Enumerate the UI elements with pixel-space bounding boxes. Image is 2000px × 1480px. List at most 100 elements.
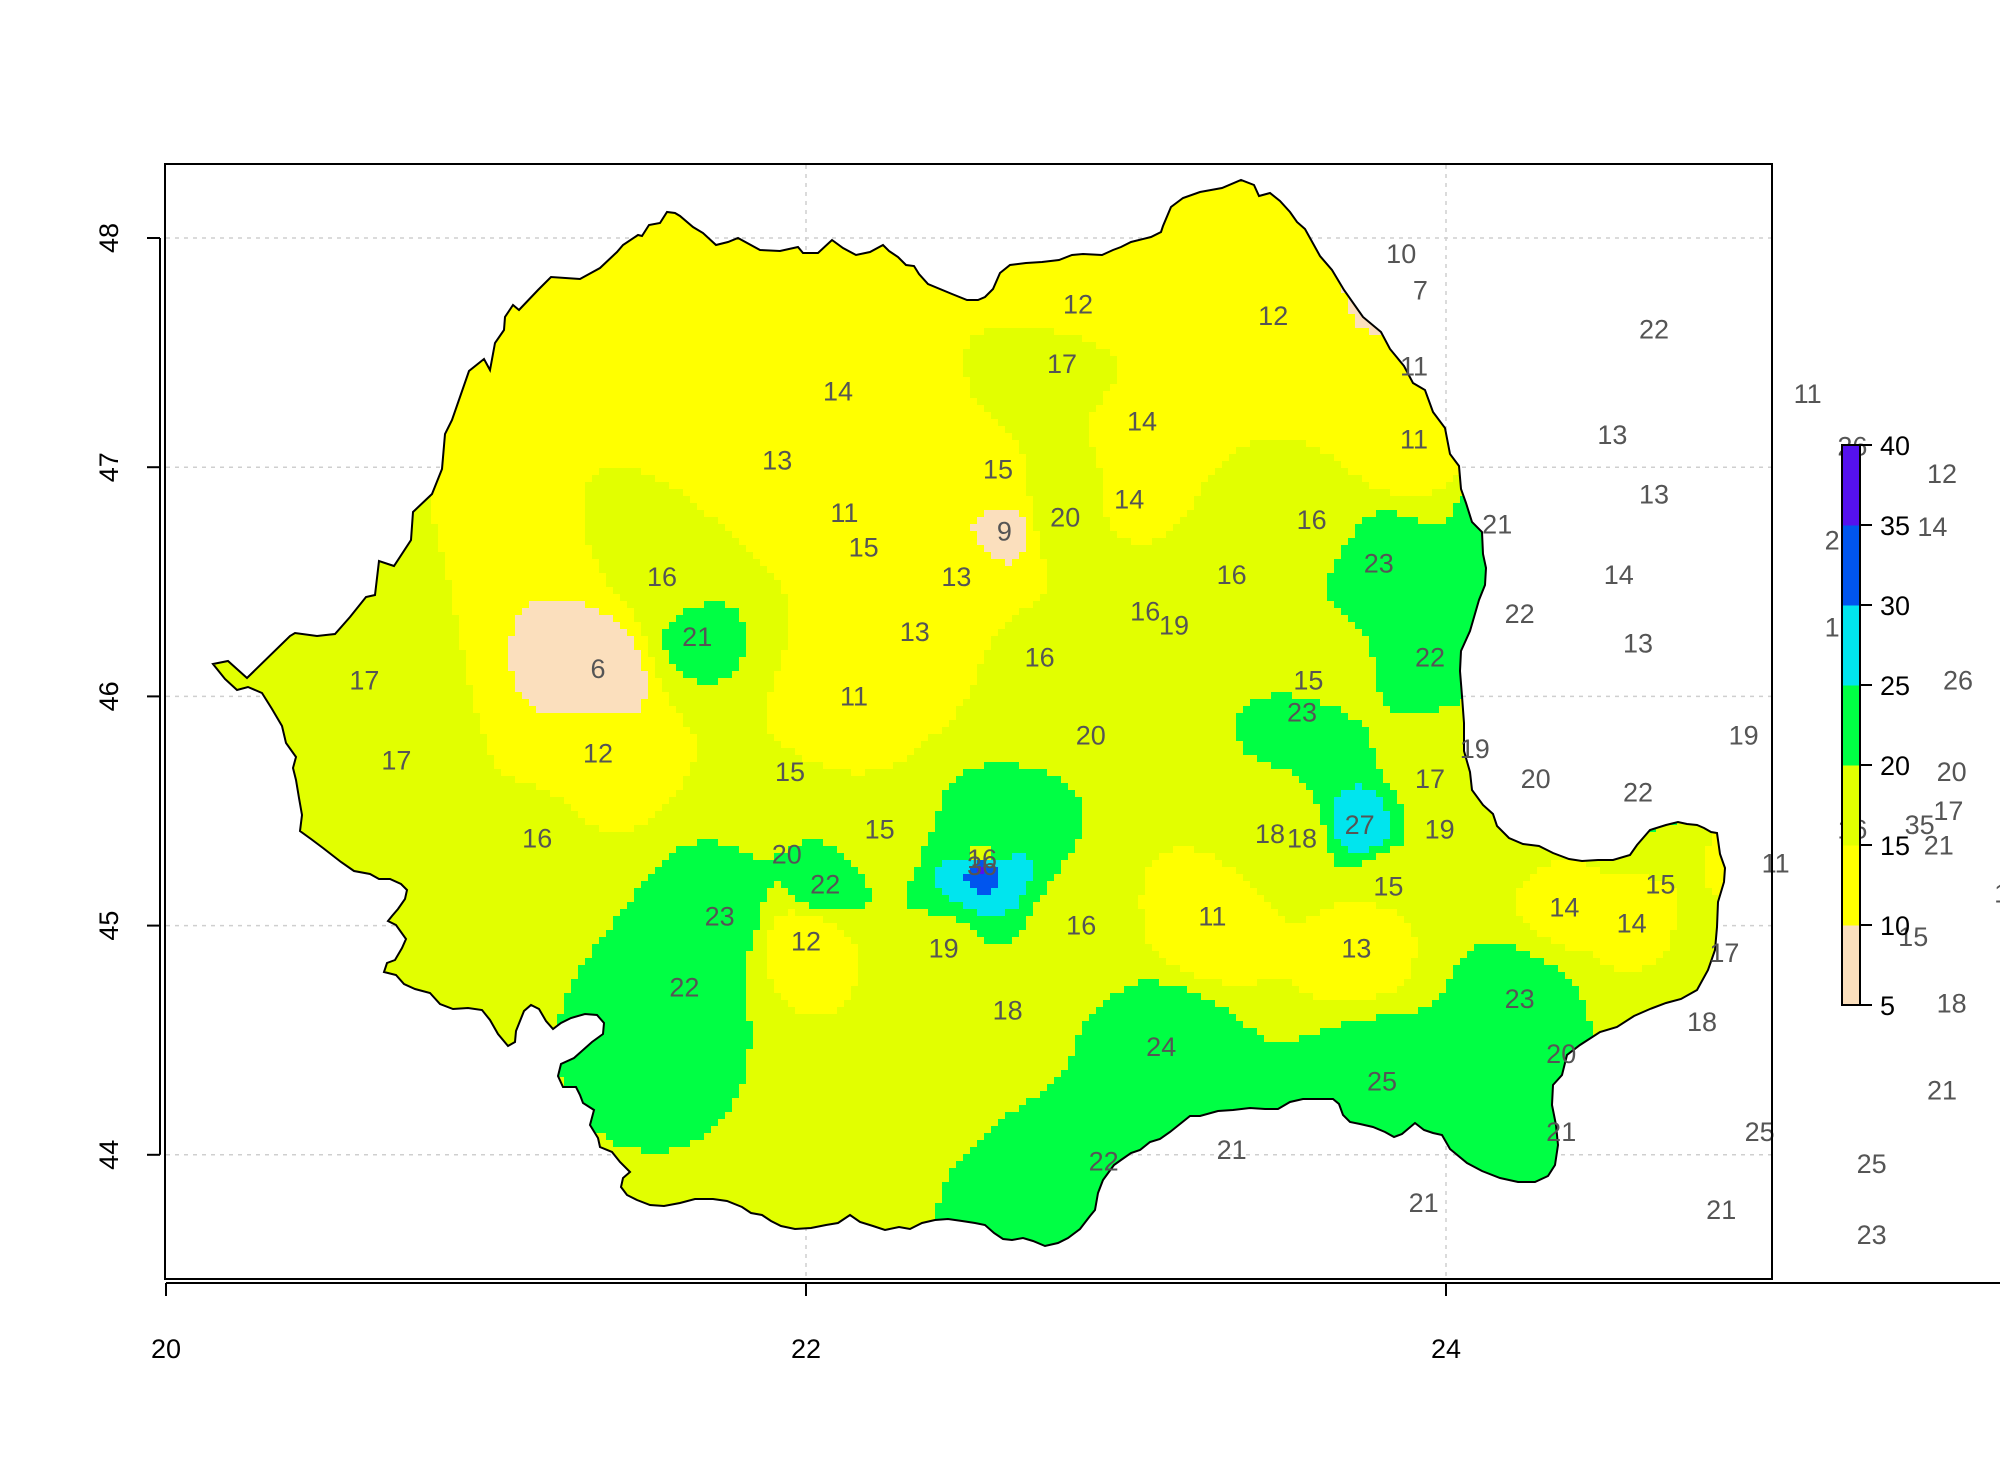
contour-cell (585, 272, 593, 280)
contour-cell (676, 223, 684, 231)
contour-cell (1222, 251, 1230, 259)
contour-cell (879, 286, 887, 294)
contour-cell (1110, 265, 1118, 273)
contour-cell (851, 279, 859, 287)
contour-cell (1012, 314, 1020, 322)
contour-cell (1306, 286, 1314, 294)
contour-cell (788, 279, 796, 287)
contour-cell (1159, 279, 1167, 287)
contour-cell (1236, 265, 1244, 273)
contour-cell (1222, 188, 1230, 196)
contour-cell (781, 293, 789, 301)
contour-cell (837, 307, 845, 315)
contour-cell (669, 216, 677, 224)
contour-cell (613, 286, 621, 294)
contour-cell (1096, 300, 1104, 308)
contour-cell (837, 251, 845, 259)
contour-cell (1215, 293, 1223, 301)
contour-cell (1068, 265, 1076, 273)
contour-cell (739, 293, 747, 301)
contour-cell (893, 265, 901, 273)
contour-cell (711, 286, 719, 294)
contour-cell (1313, 251, 1321, 259)
contour-cell (557, 307, 565, 315)
contour-cell (543, 300, 551, 308)
contour-cell (1222, 272, 1230, 280)
contour-cell (1250, 300, 1258, 308)
contour-cell (648, 265, 656, 273)
contour-cell (1229, 272, 1237, 280)
contour-cell (858, 300, 866, 308)
contour-cell (865, 251, 873, 259)
contour-cell (571, 307, 579, 315)
contour-cell (1285, 293, 1293, 301)
contour-cell (1138, 314, 1146, 322)
contour-cell (648, 272, 656, 280)
contour-cell (508, 314, 516, 322)
contour-cell (648, 300, 656, 308)
contour-cell (592, 307, 600, 315)
contour-cell (998, 279, 1006, 287)
contour-cell (1250, 286, 1258, 294)
contour-cell (1229, 181, 1237, 189)
contour-cell (907, 307, 915, 315)
contour-cell (1075, 279, 1083, 287)
contour-cell (1222, 244, 1230, 252)
contour-cell (879, 258, 887, 266)
contour-cell (879, 265, 887, 273)
contour-cell (1201, 258, 1209, 266)
contour-cell (1208, 244, 1216, 252)
contour-cell (1145, 265, 1153, 273)
contour-cell (956, 300, 964, 308)
contour-cell (1229, 195, 1237, 203)
contour-cell (648, 293, 656, 301)
contour-cell (774, 286, 782, 294)
contour-cell (634, 265, 642, 273)
contour-cell (1208, 237, 1216, 245)
contour-cell (1026, 300, 1034, 308)
contour-cell (1103, 293, 1111, 301)
contour-cell (1047, 307, 1055, 315)
contour-cell (1250, 307, 1258, 315)
contour-cell (1033, 272, 1041, 280)
contour-cell (1159, 307, 1167, 315)
contour-cell (1215, 300, 1223, 308)
contour-cell (753, 251, 761, 259)
contour-cell (1222, 230, 1230, 238)
contour-cell (683, 279, 691, 287)
contour-cell (1201, 286, 1209, 294)
contour-cell (823, 314, 831, 322)
contour-cell (781, 314, 789, 322)
contour-cell (1187, 272, 1195, 280)
contour-cell (1145, 293, 1153, 301)
contour-cell (655, 230, 663, 238)
contour-cell (676, 237, 684, 245)
contour-cell (1075, 300, 1083, 308)
contour-cell (662, 314, 670, 322)
contour-cell (858, 258, 866, 266)
contour-cell (1306, 237, 1314, 245)
contour-cell (1173, 237, 1181, 245)
contour-cell (1103, 258, 1111, 266)
contour-cell (872, 300, 880, 308)
contour-cell (760, 286, 768, 294)
contour-cell (1117, 279, 1125, 287)
contour-cell (1152, 272, 1160, 280)
contour-cell (767, 258, 775, 266)
contour-cell (1313, 272, 1321, 280)
contour-cell (711, 293, 719, 301)
contour-cell (1229, 293, 1237, 301)
contour-cell (683, 244, 691, 252)
contour-cell (1026, 314, 1034, 322)
contour-cell (1257, 237, 1265, 245)
contour-cell (739, 314, 747, 322)
contour-cell (1299, 244, 1307, 252)
contour-cell (1054, 307, 1062, 315)
contour-cell (809, 272, 817, 280)
contour-cell (1327, 293, 1335, 301)
contour-cell (634, 307, 642, 315)
contour-cell (1187, 195, 1195, 203)
contour-cell (1229, 258, 1237, 266)
contour-cell (662, 258, 670, 266)
contour-cell (1243, 307, 1251, 315)
